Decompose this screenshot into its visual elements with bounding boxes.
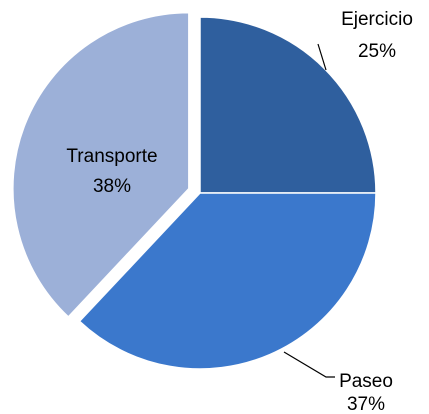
data-label: 37%: [347, 394, 385, 414]
pie-slice: [12, 11, 190, 318]
leader-line: [317, 43, 327, 71]
leader-line: [283, 351, 335, 378]
pie-slice: [78, 192, 377, 370]
pie-slice: [199, 16, 377, 194]
data-label: 38%: [93, 176, 131, 197]
slice-label: Transporte: [66, 146, 157, 167]
data-label: 25%: [358, 41, 396, 62]
slice-label: Ejercicio: [341, 9, 413, 30]
slice-label: Paseo: [339, 371, 393, 392]
